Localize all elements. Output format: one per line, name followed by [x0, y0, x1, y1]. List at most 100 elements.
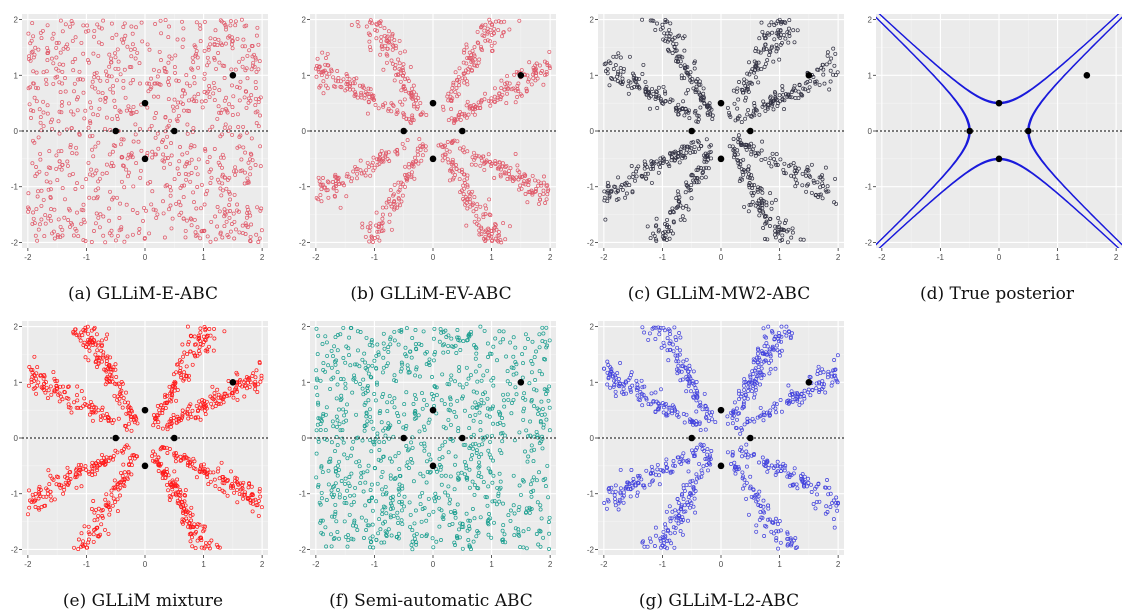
y-tick-label: 0	[590, 127, 595, 136]
reference-point	[1025, 128, 1032, 135]
y-tick-label: -2	[11, 545, 19, 554]
reference-point	[430, 156, 437, 163]
y-tick-label: 0	[302, 434, 307, 443]
reference-point	[230, 72, 237, 79]
reference-point	[142, 100, 149, 107]
scatter-plot: -2 -1 0 1 2 -2 -1 0 1 2	[296, 8, 566, 278]
x-tick-label: 0	[431, 253, 436, 262]
reference-point	[996, 100, 1003, 107]
panel-d: -2 -1 0 1 2 -2 -1 0 1 2 (d) True posterior	[862, 8, 1132, 308]
reference-point	[230, 379, 237, 386]
y-tick-label: 0	[14, 127, 19, 136]
reference-point	[747, 128, 754, 135]
y-tick-label: -1	[587, 183, 595, 192]
y-tick-label: -1	[299, 490, 307, 499]
x-tick-label: 0	[143, 253, 148, 262]
x-tick-label: 1	[201, 253, 206, 262]
x-tick-label: 1	[1055, 253, 1060, 262]
reference-point	[171, 435, 178, 442]
x-tick-label: -2	[878, 253, 886, 262]
panel-b: -2 -1 0 1 2 -2 -1 0 1 2 (b) GLLiM-EV-ABC	[296, 8, 566, 308]
caption: (e) GLLiM mixture	[8, 591, 278, 611]
y-tick-label: -1	[11, 183, 19, 192]
y-tick-label: -2	[11, 238, 19, 247]
x-tick-label: 2	[836, 253, 841, 262]
reference-point	[171, 128, 178, 135]
y-tick-label: 2	[14, 323, 19, 332]
reference-point	[112, 435, 119, 442]
x-tick-label: -1	[659, 253, 667, 262]
reference-point	[142, 407, 149, 414]
x-tick-label: 0	[719, 253, 724, 262]
reference-point	[688, 128, 695, 135]
x-tick-label: 1	[777, 253, 782, 262]
x-tick-label: -2	[600, 253, 608, 262]
reference-point	[806, 72, 813, 79]
contour-plot: -2 -1 0 1 2 -2 -1 0 1 2	[862, 8, 1132, 278]
y-tick-label: -1	[11, 490, 19, 499]
reference-point	[518, 72, 525, 79]
panel-a: -2 -1 0 1 2 -2 -1 0 1 2 (a) GLLiM-E-ABC	[8, 8, 278, 308]
scatter-plot: -2 -1 0 1 2 -2 -1 0 1 2	[296, 315, 566, 585]
y-tick-label: 2	[14, 16, 19, 25]
reference-point	[996, 156, 1003, 163]
x-tick-label: -2	[24, 560, 32, 569]
x-tick-label: 0	[431, 560, 436, 569]
x-tick-label: 2	[260, 560, 265, 569]
scatter-plot: -2 -1 0 1 2 -2 -1 0 1 2	[8, 8, 278, 278]
y-tick-label: 1	[14, 378, 19, 387]
x-tick-label: -1	[937, 253, 945, 262]
y-tick-label: -2	[299, 545, 307, 554]
x-tick-label: -2	[312, 560, 320, 569]
x-tick-label: 2	[1114, 253, 1119, 262]
y-tick-label: -2	[587, 238, 595, 247]
x-tick-label: -1	[83, 253, 91, 262]
x-tick-label: 2	[260, 253, 265, 262]
y-tick-label: -1	[865, 183, 873, 192]
caption: (d) True posterior	[862, 284, 1132, 304]
y-tick-label: 0	[14, 434, 19, 443]
reference-point	[142, 156, 149, 163]
y-tick-label: 0	[302, 127, 307, 136]
panel-e: -2 -1 0 1 2 -2 -1 0 1 2 (e) GLLiM mixture	[8, 315, 278, 615]
y-tick-label: 2	[302, 16, 307, 25]
caption: (b) GLLiM-EV-ABC	[296, 284, 566, 304]
y-tick-label: -2	[299, 238, 307, 247]
y-tick-label: 1	[302, 71, 307, 80]
x-tick-label: 0	[143, 560, 148, 569]
y-tick-label: 1	[14, 71, 19, 80]
reference-point	[1084, 72, 1091, 79]
x-tick-label: 2	[548, 560, 553, 569]
y-tick-label: 1	[868, 71, 873, 80]
reference-point	[966, 128, 973, 135]
y-tick-label: 2	[868, 16, 873, 25]
reference-point	[430, 100, 437, 107]
x-tick-label: -1	[83, 560, 91, 569]
x-tick-label: 2	[548, 253, 553, 262]
x-tick-label: 0	[997, 253, 1002, 262]
x-tick-label: 1	[201, 560, 206, 569]
x-tick-label: 1	[489, 253, 494, 262]
x-tick-label: -1	[371, 253, 379, 262]
y-tick-label: 1	[302, 378, 307, 387]
x-tick-label: -2	[312, 253, 320, 262]
y-tick-label: 1	[590, 71, 595, 80]
x-tick-label: -1	[371, 560, 379, 569]
y-tick-label: -2	[865, 238, 873, 247]
reference-point	[142, 463, 149, 470]
scatter-plot: -2 -1 0 1 2 -2 -1 0 1 2	[8, 315, 278, 585]
y-tick-label: 0	[868, 127, 873, 136]
y-tick-label: -1	[299, 183, 307, 192]
reference-point	[718, 156, 725, 163]
x-tick-label: -2	[24, 253, 32, 262]
reference-point	[112, 128, 119, 135]
y-tick-label: 2	[302, 323, 307, 332]
reference-point	[400, 128, 407, 135]
x-tick-label: 1	[489, 560, 494, 569]
reference-point	[718, 100, 725, 107]
reference-point	[459, 128, 466, 135]
caption: (a) GLLiM-E-ABC	[8, 284, 278, 304]
